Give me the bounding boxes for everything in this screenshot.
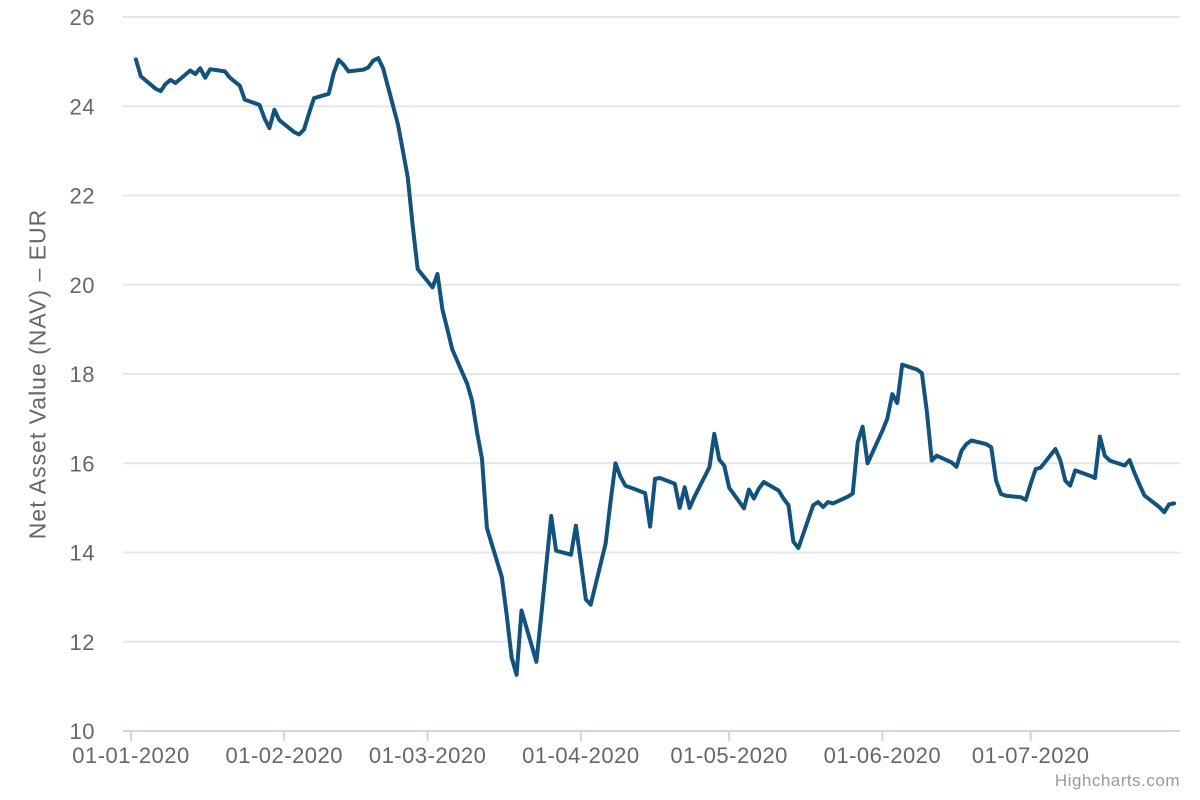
- x-axis-label: 01-06-2020: [824, 743, 942, 768]
- y-axis-label: 14: [70, 541, 95, 566]
- y-axis-label: 26: [70, 5, 95, 30]
- highcharts-credits-link[interactable]: Highcharts.com: [1054, 771, 1180, 790]
- y-axis-label: 24: [70, 94, 95, 119]
- y-axis-label: 10: [70, 719, 95, 744]
- nav-series-line[interactable]: [133, 56, 1177, 677]
- x-axis-label: 01-07-2020: [972, 743, 1090, 768]
- y-axis-label: 18: [70, 362, 95, 387]
- y-axis-label: 22: [70, 184, 95, 209]
- y-axis-title: Net Asset Value (NAV) – EUR: [24, 208, 51, 540]
- x-axis-label: 01-02-2020: [225, 743, 343, 768]
- x-axis-label: 01-04-2020: [522, 743, 640, 768]
- x-axis-label: 01-03-2020: [369, 743, 487, 768]
- y-axis-label: 12: [70, 630, 95, 655]
- y-axis-label: 20: [70, 273, 95, 298]
- x-axis-label: 01-01-2020: [72, 743, 190, 768]
- x-axis-label: 01-05-2020: [670, 743, 788, 768]
- y-axis-label: 16: [70, 451, 95, 476]
